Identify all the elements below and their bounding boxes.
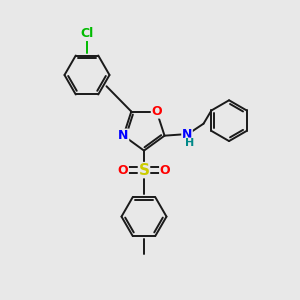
Text: O: O [152, 105, 162, 118]
Text: O: O [160, 164, 170, 177]
Text: N: N [118, 129, 129, 142]
Text: H: H [185, 138, 194, 148]
Text: O: O [118, 164, 128, 177]
Text: S: S [139, 163, 149, 178]
Text: Cl: Cl [80, 27, 94, 40]
Text: N: N [182, 128, 192, 141]
